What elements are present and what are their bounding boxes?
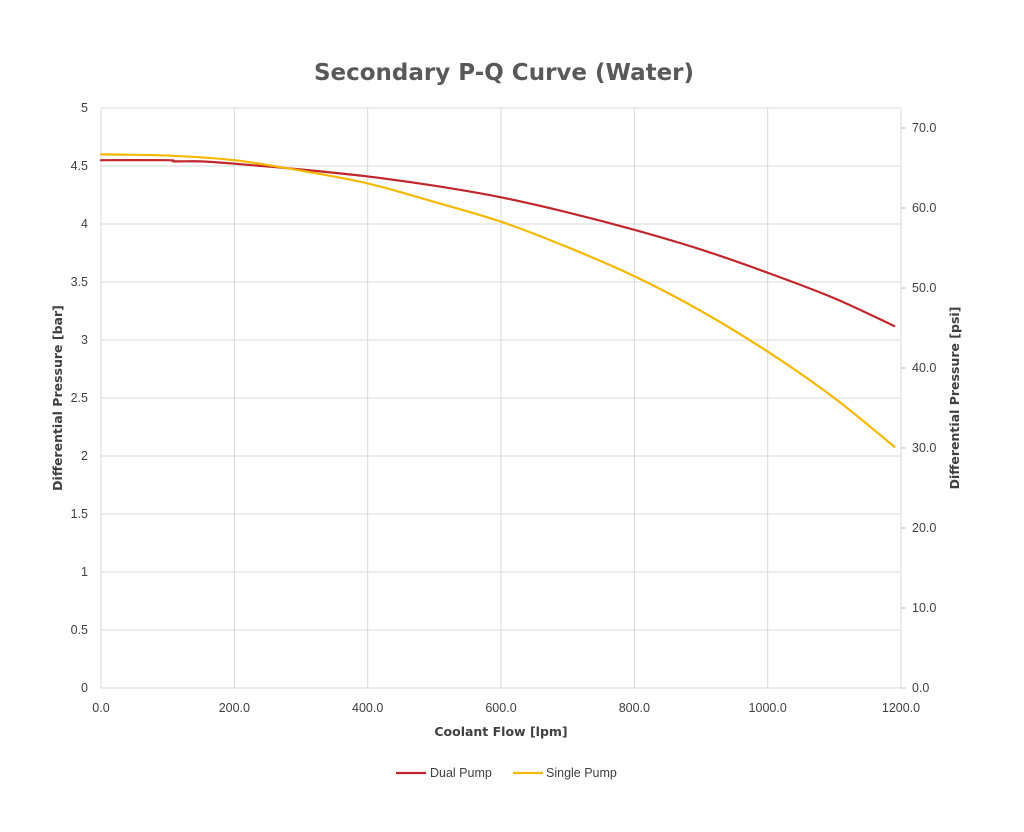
x-axis-label: Coolant Flow [lpm] — [434, 724, 567, 739]
x-tick-label: 1000.0 — [749, 701, 787, 715]
legend-label-dual-pump: Dual Pump — [430, 766, 492, 780]
y2-tick-label: 10.0 — [912, 601, 936, 615]
y2-tick-label: 50.0 — [912, 281, 936, 295]
y2-axis-ticks: 0.0 10.0 20.0 30.0 40.0 50.0 60.0 70.0 — [912, 121, 936, 695]
y2-tick-label: 30.0 — [912, 441, 936, 455]
x-tick-label: 400.0 — [352, 701, 383, 715]
y-tick-label: 2 — [81, 449, 88, 463]
x-tick-label: 200.0 — [219, 701, 250, 715]
y-tick-label: 3.5 — [71, 275, 88, 289]
x-tick-label: 600.0 — [485, 701, 516, 715]
x-tick-label: 0.0 — [92, 701, 109, 715]
y2-tick-label: 60.0 — [912, 201, 936, 215]
y-tick-label: 5 — [81, 101, 88, 115]
y2-tick-label: 40.0 — [912, 361, 936, 375]
y-tick-label: 4.5 — [71, 159, 88, 173]
y2-tick-label: 0.0 — [912, 681, 929, 695]
y-tick-label: 1 — [81, 565, 88, 579]
x-axis-ticks: 0.0 200.0 400.0 600.0 800.0 1000.0 1200.0 — [92, 701, 920, 715]
y-axis-ticks: 0 0.5 1 1.5 2 2.5 3 3.5 4 4.5 5 — [71, 101, 88, 695]
series-line-dual-pump — [99, 159, 896, 328]
y2-tick-label: 20.0 — [912, 521, 936, 535]
grid — [100, 107, 906, 689]
legend: Dual Pump Single Pump — [396, 766, 617, 780]
y2-axis-label: Differential Pressure [psi] — [947, 307, 962, 490]
y-tick-label: 1.5 — [71, 507, 88, 521]
series-lines — [99, 153, 896, 448]
x-tick-label: 800.0 — [619, 701, 650, 715]
x-tick-label: 1200.0 — [882, 701, 920, 715]
y-tick-label: 0.5 — [71, 623, 88, 637]
y-tick-label: 3 — [81, 333, 88, 347]
legend-label-single-pump: Single Pump — [546, 766, 617, 780]
y-tick-label: 4 — [81, 217, 88, 231]
y-tick-label: 0 — [81, 681, 88, 695]
series-line-single-pump — [99, 153, 896, 448]
chart-title: Secondary P-Q Curve (Water) — [314, 60, 694, 86]
y-tick-label: 2.5 — [71, 391, 88, 405]
y2-tick-label: 70.0 — [912, 121, 936, 135]
y-axis-label: Differential Pressure [bar] — [50, 305, 65, 491]
